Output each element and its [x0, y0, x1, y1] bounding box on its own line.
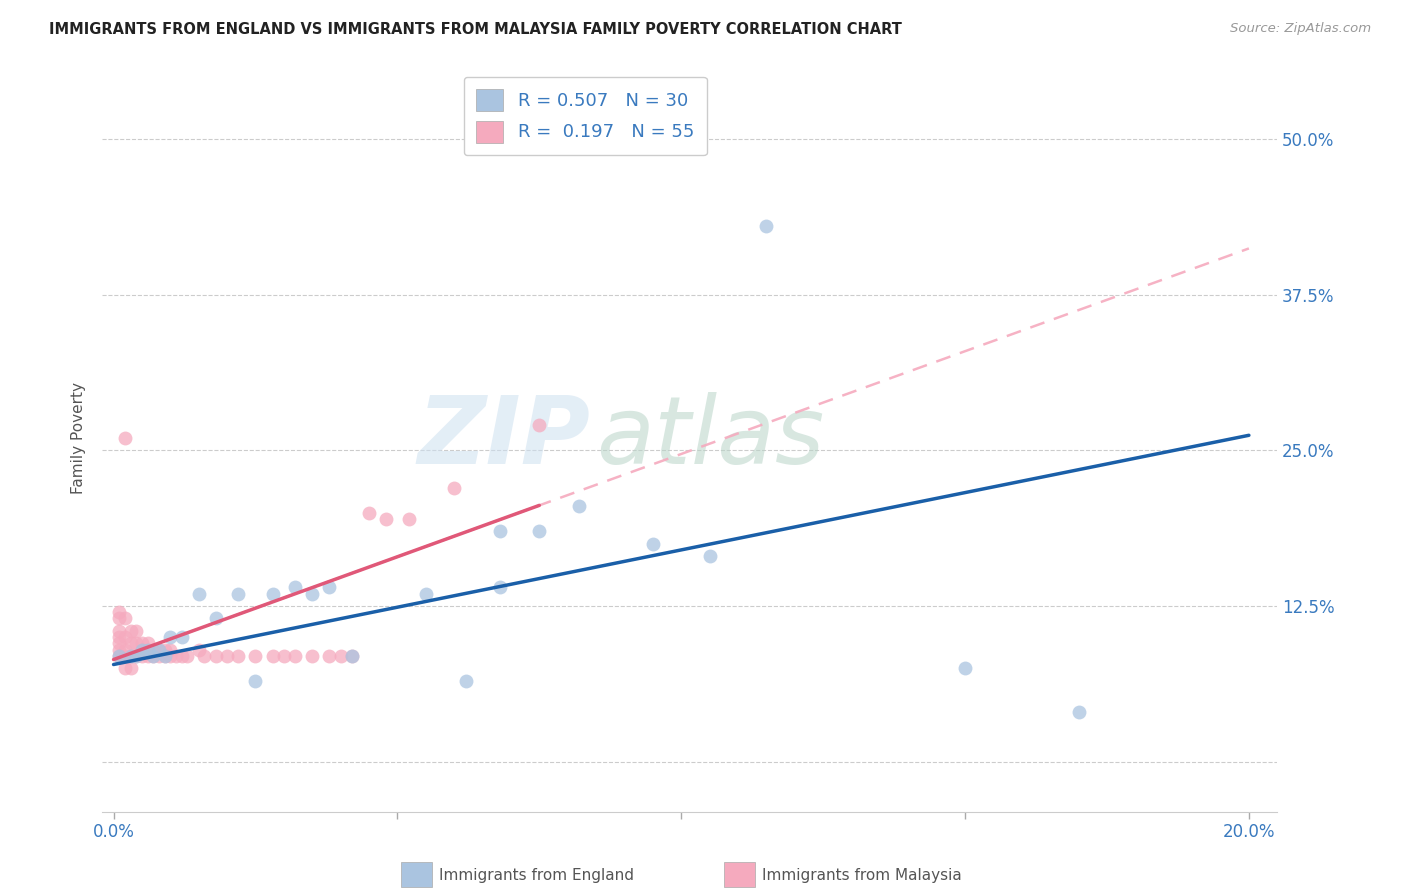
Point: [204, 611, 226, 625]
Point: [125, 624, 148, 638]
Point: [120, 648, 142, 663]
Point: [228, 586, 250, 600]
Point: [131, 642, 153, 657]
Y-axis label: Family Poverty: Family Poverty: [72, 382, 86, 494]
Point: [329, 648, 352, 663]
Point: [131, 636, 153, 650]
Point: [108, 611, 131, 625]
Point: [170, 648, 193, 663]
Point: [131, 642, 153, 657]
Point: [131, 648, 153, 663]
Point: [1067, 705, 1090, 719]
Point: [159, 648, 181, 663]
Point: [108, 642, 131, 657]
Legend: R = 0.507   N = 30, R =  0.197   N = 55: R = 0.507 N = 30, R = 0.197 N = 55: [464, 77, 707, 155]
Point: [273, 648, 295, 663]
Point: [148, 642, 170, 657]
Point: [187, 642, 209, 657]
Point: [301, 586, 323, 600]
Point: [120, 636, 142, 650]
Point: [120, 648, 142, 663]
Point: [318, 580, 340, 594]
Point: [165, 648, 187, 663]
Point: [301, 648, 323, 663]
Point: [108, 636, 131, 650]
Point: [125, 648, 148, 663]
Point: [142, 648, 165, 663]
Point: [159, 630, 181, 644]
Point: [114, 661, 136, 675]
Point: [245, 673, 267, 688]
Point: [125, 636, 148, 650]
Point: [125, 648, 148, 663]
Point: [357, 506, 380, 520]
Point: [136, 648, 159, 663]
Point: [262, 586, 284, 600]
Text: ZIP: ZIP: [418, 392, 591, 483]
Point: [953, 661, 976, 675]
Point: [755, 219, 778, 233]
Text: Source: ZipAtlas.com: Source: ZipAtlas.com: [1230, 22, 1371, 36]
Point: [454, 673, 477, 688]
Point: [114, 611, 136, 625]
Point: [568, 500, 591, 514]
Point: [398, 512, 420, 526]
Text: Immigrants from Malaysia: Immigrants from Malaysia: [762, 869, 962, 883]
Text: Immigrants from England: Immigrants from England: [439, 869, 634, 883]
Point: [136, 642, 159, 657]
Point: [284, 648, 307, 663]
Point: [375, 512, 398, 526]
Point: [114, 648, 136, 663]
Point: [641, 537, 664, 551]
Point: [108, 648, 131, 663]
Point: [159, 642, 181, 657]
Point: [136, 636, 159, 650]
Point: [245, 648, 267, 663]
Point: [193, 648, 215, 663]
Point: [228, 648, 250, 663]
Point: [153, 642, 176, 657]
Point: [108, 630, 131, 644]
Point: [488, 524, 510, 539]
Point: [318, 648, 340, 663]
Text: IMMIGRANTS FROM ENGLAND VS IMMIGRANTS FROM MALAYSIA FAMILY POVERTY CORRELATION C: IMMIGRANTS FROM ENGLAND VS IMMIGRANTS FR…: [49, 22, 903, 37]
Point: [114, 431, 136, 445]
Point: [204, 648, 226, 663]
Point: [415, 586, 437, 600]
Point: [108, 624, 131, 638]
Point: [114, 642, 136, 657]
Point: [153, 648, 176, 663]
Text: atlas: atlas: [596, 392, 824, 483]
Point: [187, 586, 209, 600]
Point: [142, 648, 165, 663]
Point: [176, 648, 198, 663]
Point: [120, 661, 142, 675]
Point: [340, 648, 363, 663]
Point: [148, 648, 170, 663]
Point: [262, 648, 284, 663]
Point: [108, 605, 131, 619]
Point: [108, 648, 131, 663]
Point: [114, 630, 136, 644]
Point: [217, 648, 239, 663]
Point: [529, 524, 551, 539]
Point: [148, 642, 170, 657]
Point: [340, 648, 363, 663]
Point: [699, 549, 721, 563]
Point: [170, 630, 193, 644]
Point: [488, 580, 510, 594]
Point: [153, 648, 176, 663]
Point: [142, 642, 165, 657]
Point: [284, 580, 307, 594]
Point: [120, 624, 142, 638]
Point: [529, 418, 551, 433]
Point: [443, 481, 465, 495]
